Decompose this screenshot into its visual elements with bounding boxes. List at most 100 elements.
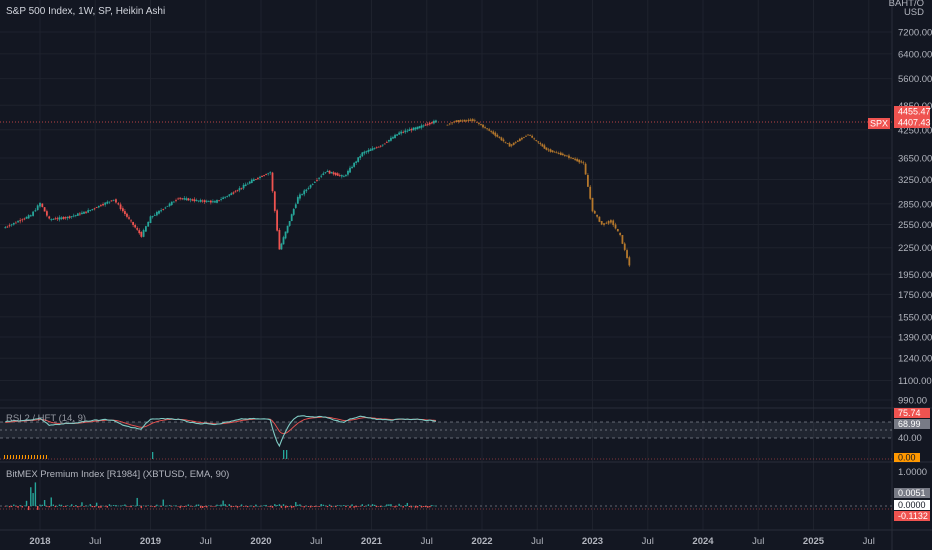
candle-body [15, 222, 17, 224]
premium-bar [73, 506, 75, 507]
candle-body [203, 200, 206, 203]
rsi-title[interactable]: RSI 2 / HFT (14, 9) [6, 413, 86, 424]
projection-body [553, 151, 556, 153]
candle-body [250, 179, 253, 183]
premium-bar [46, 506, 48, 507]
currency-line2[interactable]: USD [904, 7, 924, 18]
premium-bar [166, 505, 169, 507]
candle-body [76, 213, 79, 216]
candle-body [209, 200, 212, 203]
premium-bar [328, 504, 331, 506]
candle-body [170, 201, 173, 205]
candle-body [294, 204, 297, 208]
premium-bar [66, 505, 69, 506]
candle-body [357, 157, 360, 162]
candle-body [100, 205, 102, 207]
premium-bar [197, 504, 200, 506]
premium-bar [228, 504, 230, 506]
projection-body [471, 119, 474, 121]
projection-body [576, 159, 579, 162]
candle-body [220, 199, 222, 200]
projection-body [459, 120, 462, 122]
candle-body [265, 174, 268, 176]
candle-body [12, 222, 15, 225]
projection-body [607, 220, 610, 224]
candle-body [240, 187, 243, 189]
premium-bar [276, 505, 278, 506]
rsi-tick [43, 455, 44, 459]
premium-bar [50, 497, 52, 506]
projection-body [614, 224, 617, 229]
premium-bar [39, 504, 41, 506]
candle-body [379, 145, 382, 147]
candle-body [149, 216, 152, 224]
currency-line1: BAHT/O [889, 0, 924, 9]
candle-body [48, 216, 51, 219]
projection-body [467, 119, 470, 121]
projection-body [500, 137, 503, 141]
premium-bar [297, 504, 299, 506]
premium-bar [71, 504, 73, 506]
premium-bar [324, 505, 327, 507]
premium-bar [305, 505, 308, 507]
candle-body [309, 185, 312, 188]
premium-bar [128, 506, 130, 507]
projection-body [484, 127, 486, 128]
rsi-tick [19, 455, 20, 459]
candle-body [345, 174, 347, 176]
candle-body [336, 173, 339, 176]
projection-body [512, 142, 515, 145]
price-tick-label: 3650.00 [898, 154, 932, 165]
premium-bar [278, 504, 281, 506]
projection-body [461, 120, 464, 122]
candle-body [322, 173, 325, 175]
projection-body [616, 228, 619, 232]
premium-bar [138, 505, 140, 507]
candle-body [175, 200, 177, 202]
symbol-tag: SPX [870, 119, 888, 129]
premium-bar [314, 506, 316, 508]
premium-bar [119, 505, 122, 507]
premium-bar [255, 504, 257, 506]
symbol-tag-bg [868, 118, 890, 129]
candle-body [41, 203, 44, 207]
candle-body [112, 199, 115, 201]
premium-bar [173, 505, 175, 507]
rsi-tick [13, 455, 14, 459]
candle-body [134, 224, 137, 228]
premium-bar [145, 506, 147, 507]
premium-bar [162, 499, 164, 506]
candle-body [320, 175, 323, 177]
premium-bar [244, 506, 247, 507]
candle-body [371, 148, 374, 151]
candle-body [185, 198, 188, 200]
premium-bar [83, 506, 85, 507]
projection-body [612, 220, 615, 226]
premium-bar [115, 505, 117, 506]
premium-bar [380, 506, 382, 508]
rsi-tick [283, 450, 285, 459]
candle-body [50, 219, 53, 221]
price-axis[interactable]: 7200.006400.005600.004850.004250.003650.… [898, 28, 932, 407]
candle-body [19, 220, 22, 222]
rsi-tick [40, 455, 41, 459]
premium-bar [431, 505, 433, 506]
candle-body [424, 124, 427, 126]
candle-body [334, 172, 337, 176]
candle-body [338, 174, 341, 176]
candle-body [21, 219, 24, 221]
premium-bar [124, 504, 126, 506]
time-axis[interactable]: 2018 Jul 2019 Jul 2020 Jul 2021 Jul 2022 Jul 2023 J… [29, 536, 874, 547]
candle-body [228, 194, 231, 196]
candle-body [286, 225, 289, 233]
main-title[interactable]: S&P 500 Index, 1W, SP, Heikin Ashi [6, 6, 165, 17]
projection-body [535, 140, 538, 141]
premium-title[interactable]: BitMEX Premium Index [R1984] (XBTUSD, EM… [6, 469, 229, 480]
candle-body [160, 210, 163, 212]
candle-body [387, 139, 390, 142]
projection-body [568, 155, 570, 158]
candle-body [164, 207, 167, 209]
premium-bar [274, 504, 276, 506]
premium-bar [6, 505, 9, 507]
